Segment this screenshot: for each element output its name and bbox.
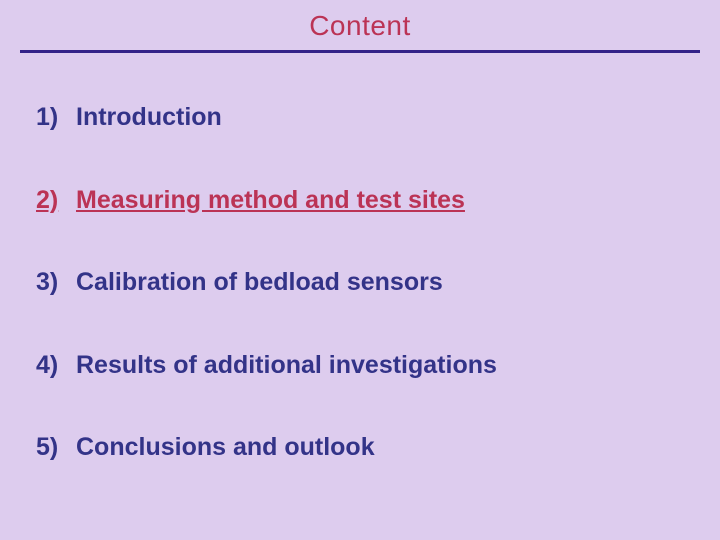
slide-title: Content <box>309 10 411 41</box>
list-item: 3) Calibration of bedload sensors <box>36 266 680 299</box>
list-item: 4) Results of additional investigations <box>36 349 680 382</box>
list-item: 2) Measuring method and test sites <box>36 184 680 217</box>
item-label: Introduction <box>76 101 222 134</box>
item-number: 3) <box>36 266 76 299</box>
item-number: 5) <box>36 431 76 464</box>
content-list: 1) Introduction 2) Measuring method and … <box>0 101 720 464</box>
title-underline <box>20 50 700 53</box>
title-area: Content <box>20 10 700 50</box>
item-label: Conclusions and outlook <box>76 431 375 464</box>
item-label: Calibration of bedload sensors <box>76 266 443 299</box>
item-number: 2) <box>36 184 76 217</box>
slide: Content 1) Introduction 2) Measuring met… <box>0 0 720 540</box>
item-label: Measuring method and test sites <box>76 184 465 217</box>
list-item: 5) Conclusions and outlook <box>36 431 680 464</box>
list-item: 1) Introduction <box>36 101 680 134</box>
item-number: 1) <box>36 101 76 134</box>
item-number: 4) <box>36 349 76 382</box>
item-label: Results of additional investigations <box>76 349 497 382</box>
